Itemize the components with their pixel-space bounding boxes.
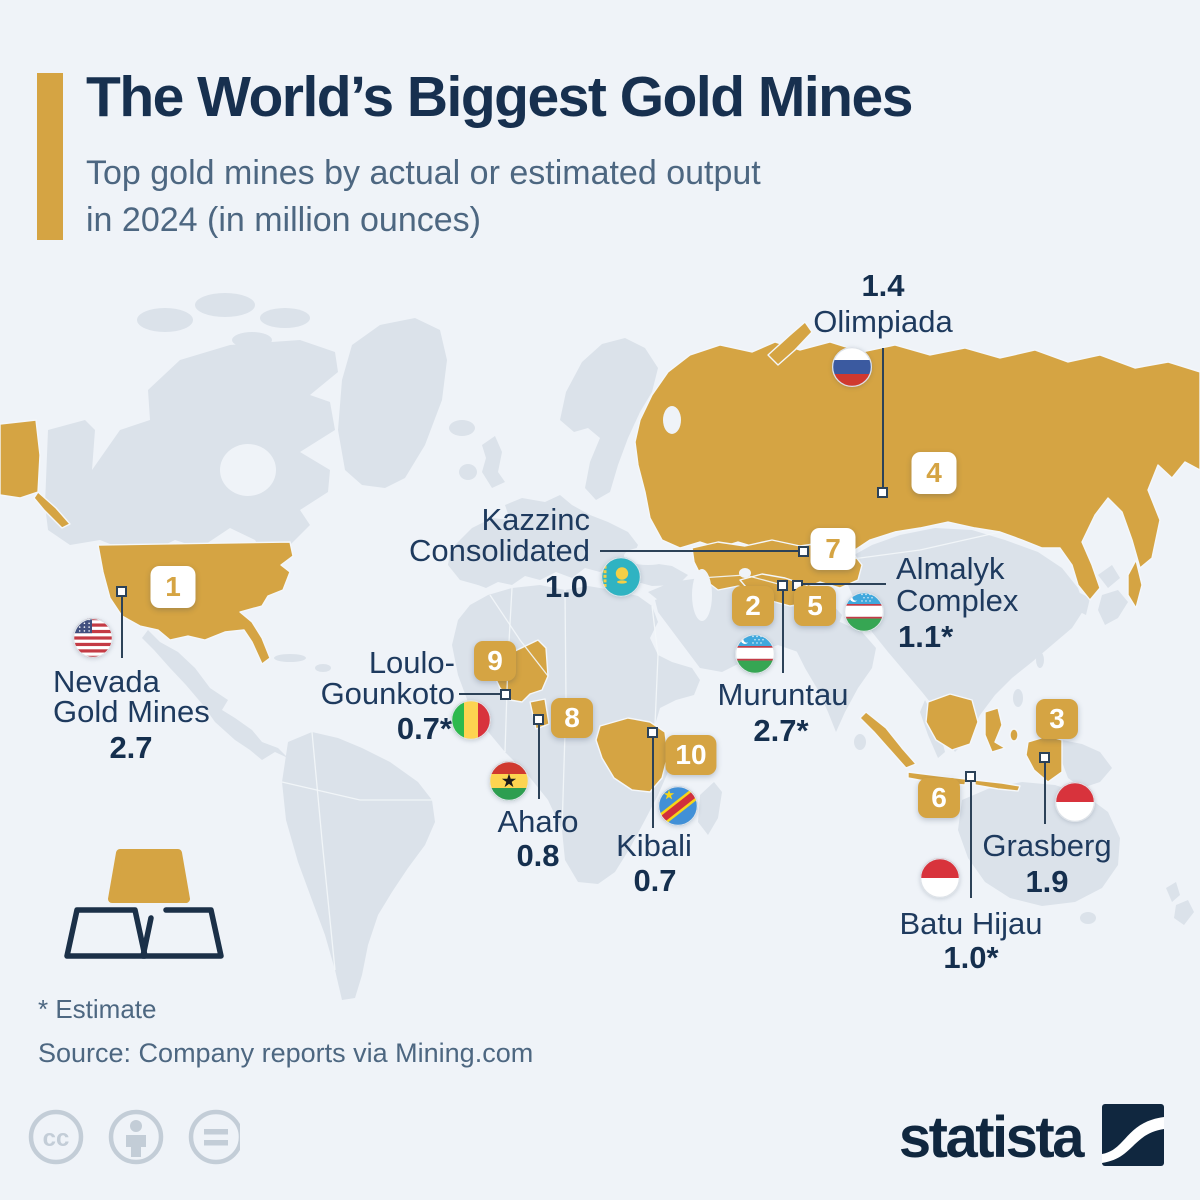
leader-line (121, 596, 123, 658)
mine-marker (499, 688, 511, 700)
flag-uz-icon (843, 591, 885, 633)
mine-marker (776, 579, 788, 591)
leader-line (538, 724, 540, 799)
mine-name: Olimpiada (813, 304, 953, 339)
mine-value: 1.0* (943, 940, 999, 975)
mine-name: Ahafo (497, 804, 579, 839)
mine-name: Loulo- (368, 645, 455, 680)
flag-gh-icon (488, 760, 530, 802)
rank-badge: 1 (150, 566, 196, 608)
rank-badge: 7 (810, 528, 856, 570)
leader-line (970, 781, 972, 898)
mine-name: Muruntau (717, 677, 849, 712)
cc-nd-icon (188, 1109, 240, 1165)
rank-badge: 2 (732, 586, 774, 626)
mine-marker (1038, 751, 1050, 763)
flag-id-icon (919, 857, 961, 899)
estimate-note: * Estimate (38, 994, 157, 1024)
mine-marker (876, 486, 888, 498)
flag-us-icon (72, 617, 114, 659)
mine-name: Complex (896, 583, 1019, 618)
mine-name: Batu Hijau (899, 906, 1043, 941)
flag-id-icon (1054, 781, 1096, 823)
page-subtitle: Top gold mines by actual or estimated ou… (86, 150, 761, 244)
flag-uz-icon (734, 633, 776, 675)
flag-cd-icon (657, 785, 699, 827)
title-accent-bar (37, 73, 63, 240)
subtitle-line-1: Top gold mines by actual or estimated ou… (86, 154, 761, 192)
mine-name: Consolidated (409, 533, 590, 568)
leader-line (459, 693, 500, 695)
leader-line (1044, 762, 1046, 824)
mine-name: Gold Mines (53, 694, 210, 729)
mine-name: Almalyk (896, 551, 1005, 586)
statista-logo (1102, 1104, 1164, 1166)
rank-badge: 4 (911, 452, 957, 494)
rank-badge: 5 (794, 586, 836, 626)
mine-name: Nevada (53, 664, 160, 699)
subtitle-line-2: in 2024 (in million ounces) (86, 201, 481, 239)
leader-line (782, 590, 784, 673)
leader-line (882, 348, 884, 487)
mine-value: 2.7* (753, 713, 809, 748)
cc-license-icons: cc (28, 1109, 240, 1165)
mine-marker (115, 585, 127, 597)
mine-value: 1.4 (861, 268, 905, 303)
mine-value: 1.1* (898, 619, 954, 654)
cc-by-icon (108, 1109, 164, 1165)
mine-value: 0.7 (633, 863, 677, 898)
leader-line (652, 737, 654, 828)
mine-marker (646, 726, 658, 738)
flag-kz-icon (600, 556, 642, 598)
mine-value: 1.9 (1025, 864, 1069, 899)
rank-badge: 9 (474, 641, 516, 681)
statista-wordmark: statista (898, 1105, 1085, 1170)
rank-badge: 8 (551, 698, 593, 738)
mine-value: 2.7 (109, 730, 153, 765)
rank-badge: 10 (665, 735, 717, 775)
mine-marker (797, 545, 809, 557)
leader-line (600, 550, 798, 552)
gold-bars-icon (64, 849, 224, 959)
mine-name: Kibali (616, 828, 692, 863)
rank-badge: 6 (918, 778, 960, 818)
mine-name: Grasberg (982, 828, 1112, 863)
mine-marker (532, 713, 544, 725)
mine-name: Kazzinc (481, 502, 590, 537)
mine-value: 0.8 (516, 838, 560, 873)
source-text: Source: Company reports via Mining.com (38, 1038, 534, 1068)
flag-ru-icon (831, 346, 873, 388)
mine-marker (964, 770, 976, 782)
water-cutouts-north (663, 406, 751, 621)
mine-value: 1.0 (544, 569, 588, 604)
country-usa (97, 541, 294, 665)
page-title: The World’s Biggest Gold Mines (86, 65, 913, 129)
cc-icon (28, 1109, 84, 1165)
mine-name: Gounkoto (320, 676, 455, 711)
svg-text:cc: cc (43, 1125, 70, 1152)
leader-line (802, 583, 886, 585)
rank-badge: 3 (1036, 699, 1078, 739)
mine-value: 0.7* (396, 711, 452, 746)
flag-ml-icon (450, 699, 492, 741)
